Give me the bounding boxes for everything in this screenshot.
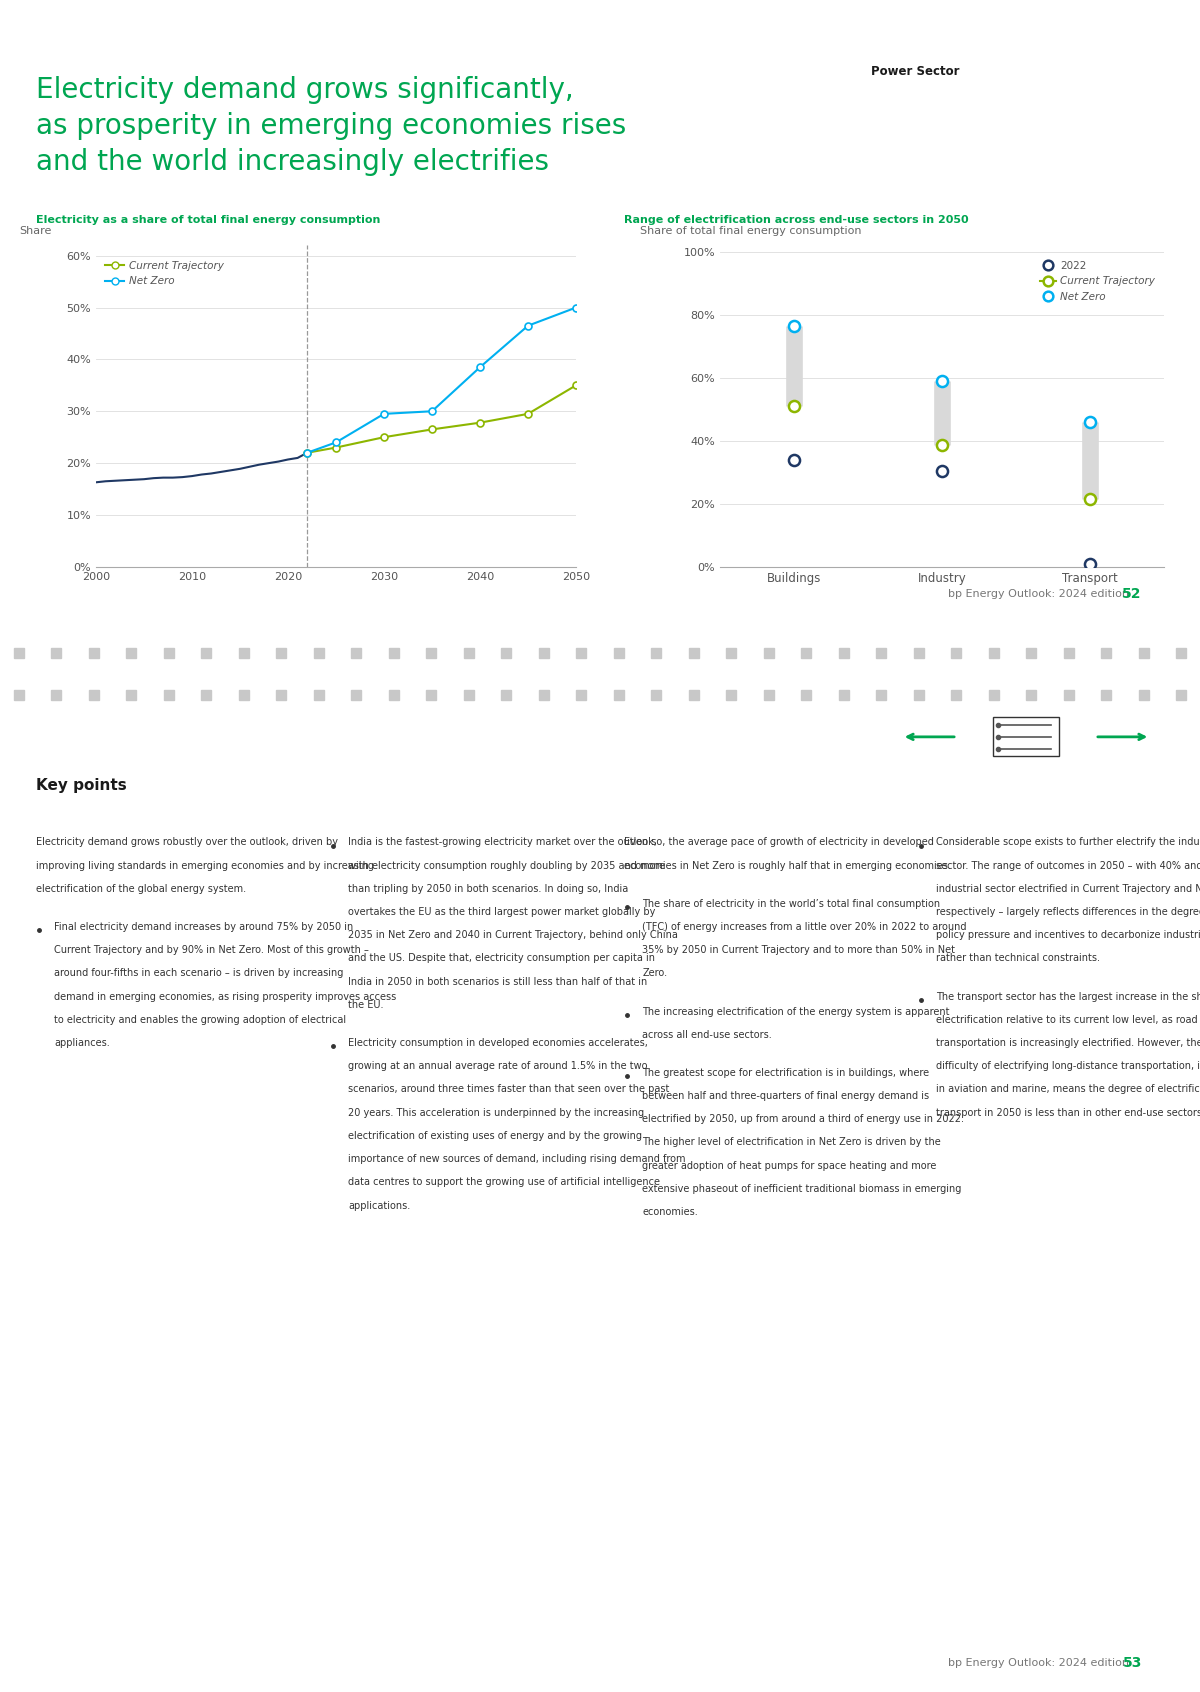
Text: growing at an annual average rate of around 1.5% in the two: growing at an annual average rate of aro… (348, 1061, 648, 1071)
Text: applications.: applications. (348, 1201, 410, 1210)
Legend: Current Trajectory, Net Zero: Current Trajectory, Net Zero (101, 257, 228, 291)
Text: importance of new sources of demand, including rising demand from: importance of new sources of demand, inc… (348, 1154, 686, 1164)
Text: Share: Share (19, 225, 52, 235)
Text: The share of electricity in the world’s total final consumption: The share of electricity in the world’s … (642, 898, 941, 909)
Text: scenarios, around three times faster than that seen over the past: scenarios, around three times faster tha… (348, 1085, 670, 1095)
Text: The greatest scope for electrification is in buildings, where: The greatest scope for electrification i… (642, 1068, 930, 1078)
Text: demand in emerging economies, as rising prosperity improves access: demand in emerging economies, as rising … (54, 992, 397, 1002)
Text: India is the fastest-growing electricity market over the outlook,: India is the fastest-growing electricity… (348, 838, 658, 848)
Text: the EU.: the EU. (348, 1000, 384, 1010)
Text: Range of electrification across end-use sectors in 2050: Range of electrification across end-use … (624, 215, 968, 225)
Text: between half and three-quarters of final energy demand is: between half and three-quarters of final… (642, 1091, 930, 1101)
Text: Power Sector: Power Sector (871, 66, 959, 78)
Text: greater adoption of heat pumps for space heating and more: greater adoption of heat pumps for space… (642, 1161, 937, 1171)
Text: The higher level of electrification in Net Zero is driven by the: The higher level of electrification in N… (642, 1137, 941, 1147)
Text: Electricity demand grows significantly,
as prosperity in emerging economies rise: Electricity demand grows significantly, … (36, 76, 626, 176)
Text: Final electricity demand increases by around 75% by 2050 in: Final electricity demand increases by ar… (54, 922, 354, 932)
Text: improving living standards in emerging economies and by increasing: improving living standards in emerging e… (36, 861, 374, 871)
Text: 2035 in Net Zero and 2040 in Current Trajectory, behind only China: 2035 in Net Zero and 2040 in Current Tra… (348, 931, 678, 941)
Text: around four-fifths in each scenario – is driven by increasing: around four-fifths in each scenario – is… (54, 968, 344, 978)
Text: Share of total final energy consumption: Share of total final energy consumption (640, 225, 862, 235)
Text: than tripling by 2050 in both scenarios. In doing so, India: than tripling by 2050 in both scenarios.… (348, 883, 629, 893)
Legend: 2022, Current Trajectory, Net Zero: 2022, Current Trajectory, Net Zero (1036, 257, 1159, 306)
Text: 52: 52 (1122, 587, 1142, 601)
Text: transport in 2050 is less than in other end-use sectors.: transport in 2050 is less than in other … (936, 1108, 1200, 1118)
Text: 53: 53 (1122, 1656, 1142, 1670)
Text: sector. The range of outcomes in 2050 – with 40% and 60% of the: sector. The range of outcomes in 2050 – … (936, 861, 1200, 871)
Text: industrial sector electrified in Current Trajectory and Net Zero: industrial sector electrified in Current… (936, 883, 1200, 893)
Text: Key points: Key points (36, 778, 127, 792)
Text: Electricity demand grows robustly over the outlook, driven by: Electricity demand grows robustly over t… (36, 838, 338, 848)
Text: (TFC) of energy increases from a little over 20% in 2022 to around: (TFC) of energy increases from a little … (642, 922, 967, 932)
Text: to electricity and enables the growing adoption of electrical: to electricity and enables the growing a… (54, 1015, 347, 1025)
Text: Considerable scope exists to further electrify the industrial: Considerable scope exists to further ele… (936, 838, 1200, 848)
Text: across all end-use sectors.: across all end-use sectors. (642, 1030, 773, 1039)
Text: transportation is increasingly electrified. However, the: transportation is increasingly electrifi… (936, 1037, 1200, 1047)
Text: Even so, the average pace of growth of electricity in developed: Even so, the average pace of growth of e… (624, 838, 934, 848)
Text: electrified by 2050, up from around a third of energy use in 2022.: electrified by 2050, up from around a th… (642, 1115, 965, 1123)
Text: The increasing electrification of the energy system is apparent: The increasing electrification of the en… (642, 1007, 950, 1017)
Text: with electricity consumption roughly doubling by 2035 and more: with electricity consumption roughly dou… (348, 861, 666, 871)
Text: Zero.: Zero. (642, 968, 667, 978)
Text: Electricity as a share of total final energy consumption: Electricity as a share of total final en… (36, 215, 380, 225)
Text: and the US. Despite that, electricity consumption per capita in: and the US. Despite that, electricity co… (348, 954, 655, 963)
Text: Current Trajectory and by 90% in Net Zero. Most of this growth –: Current Trajectory and by 90% in Net Zer… (54, 946, 370, 956)
Text: 20 years. This acceleration is underpinned by the increasing: 20 years. This acceleration is underpinn… (348, 1108, 644, 1118)
Text: economies.: economies. (642, 1206, 698, 1217)
Text: electrification relative to its current low level, as road: electrification relative to its current … (936, 1015, 1198, 1025)
Text: policy pressure and incentives to decarbonize industrial processes: policy pressure and incentives to decarb… (936, 931, 1200, 941)
Text: appliances.: appliances. (54, 1037, 110, 1047)
Text: bp Energy Outlook: 2024 edition: bp Energy Outlook: 2024 edition (948, 589, 1129, 599)
Text: in aviation and marine, means the degree of electrification of: in aviation and marine, means the degree… (936, 1085, 1200, 1095)
Text: The transport sector has the largest increase in the share of: The transport sector has the largest inc… (936, 992, 1200, 1002)
Text: electrification of the global energy system.: electrification of the global energy sys… (36, 883, 246, 893)
Text: Electricity consumption in developed economies accelerates,: Electricity consumption in developed eco… (348, 1037, 648, 1047)
Text: difficulty of electrifying long-distance transportation, including: difficulty of electrifying long-distance… (936, 1061, 1200, 1071)
Text: data centres to support the growing use of artificial intelligence: data centres to support the growing use … (348, 1178, 660, 1188)
Text: India in 2050 in both scenarios is still less than half of that in: India in 2050 in both scenarios is still… (348, 976, 648, 986)
Text: respectively – largely reflects differences in the degree of: respectively – largely reflects differen… (936, 907, 1200, 917)
Text: economies in Net Zero is roughly half that in emerging economies.: economies in Net Zero is roughly half th… (624, 861, 950, 871)
Text: bp Energy Outlook: 2024 edition: bp Energy Outlook: 2024 edition (948, 1658, 1129, 1668)
Text: extensive phaseout of inefficient traditional biomass in emerging: extensive phaseout of inefficient tradit… (642, 1184, 962, 1195)
Text: 35% by 2050 in Current Trajectory and to more than 50% in Net: 35% by 2050 in Current Trajectory and to… (642, 946, 955, 956)
Text: electrification of existing uses of energy and by the growing: electrification of existing uses of ener… (348, 1130, 642, 1140)
FancyBboxPatch shape (992, 717, 1060, 756)
Text: rather than technical constraints.: rather than technical constraints. (936, 954, 1100, 963)
Text: overtakes the EU as the third largest power market globally by: overtakes the EU as the third largest po… (348, 907, 656, 917)
